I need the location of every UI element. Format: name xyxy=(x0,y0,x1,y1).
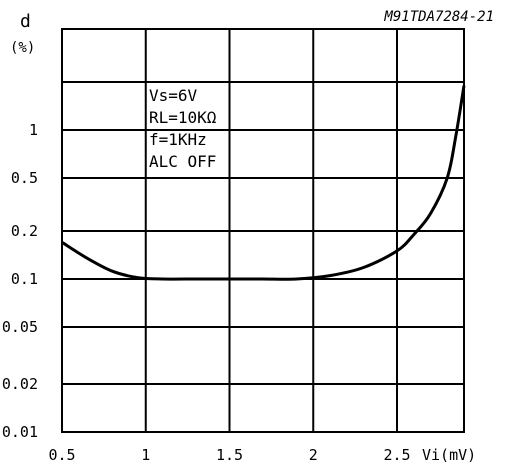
test-conditions: Vs=6V RL=10KΩ f=1KHz ALC OFF xyxy=(149,86,217,171)
x-tick-label: 2 xyxy=(309,446,318,464)
y-tick-label: 0.5 xyxy=(11,169,38,187)
y-tick-label: 0.1 xyxy=(11,270,38,288)
x-tick-labels: 0.5 1 1.5 2 2.5 xyxy=(48,446,410,464)
x-tick-label: 1 xyxy=(141,446,150,464)
condition-label: RL=10KΩ xyxy=(149,108,217,127)
x-tick-label: 1.5 xyxy=(216,446,243,464)
y-tick-label: 0.2 xyxy=(11,222,38,240)
condition-label: Vs=6V xyxy=(149,86,198,105)
grid xyxy=(62,29,464,432)
x-tick-label: 0.5 xyxy=(48,446,75,464)
y-axis-unit: (%) xyxy=(10,40,35,56)
condition-label: ALC OFF xyxy=(149,152,216,171)
y-tick-label: 0.01 xyxy=(2,423,38,441)
x-axis-label: Vi(mV) xyxy=(422,446,476,464)
condition-label: f=1KHz xyxy=(149,130,207,149)
x-tick-label: 2.5 xyxy=(383,446,410,464)
y-axis-label: d xyxy=(20,11,31,32)
y-tick-labels: 0.01 0.02 0.05 0.1 0.2 0.5 1 xyxy=(2,121,38,441)
y-tick-label: 0.05 xyxy=(2,318,38,336)
series-line xyxy=(61,85,466,281)
y-tick-label: 0.02 xyxy=(2,375,38,393)
plot-frame xyxy=(61,28,465,433)
y-tick-label: 1 xyxy=(29,121,38,139)
reference-code: M91TDA7284-21 xyxy=(383,9,494,25)
